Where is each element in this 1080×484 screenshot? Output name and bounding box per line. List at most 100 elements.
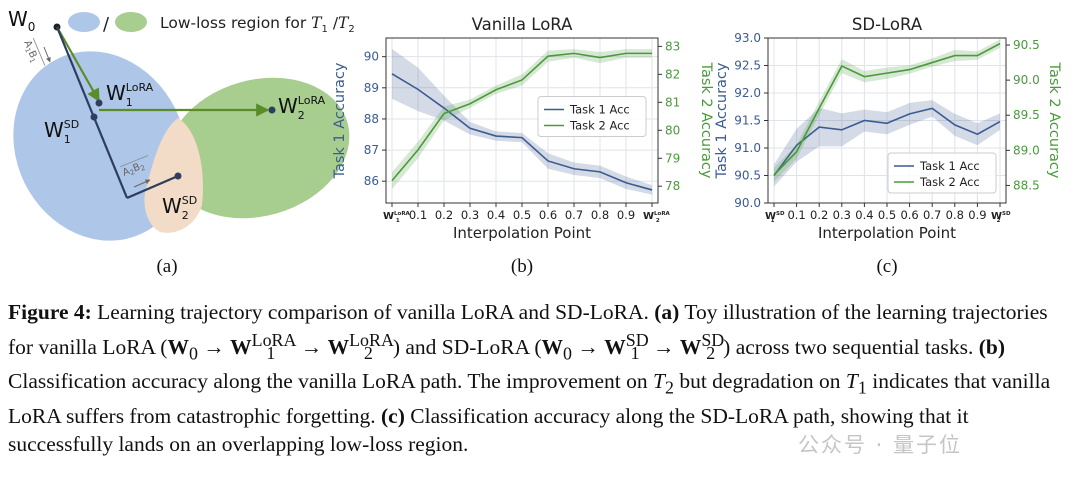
series-line-2: [773, 42, 1001, 176]
y-left-tick-label: 90: [364, 50, 379, 64]
w1-lora-label: W1LoRA: [106, 81, 154, 109]
series-line-1: [773, 107, 1001, 176]
direction-a1b1: A1B1: [21, 37, 46, 66]
panel-label: (b): [511, 256, 533, 277]
y-left-tick-label: 87: [364, 143, 379, 157]
y-right-axis-label: Task 2 Accuracy: [698, 62, 714, 179]
y-left-tick-label: 92.0: [734, 86, 761, 100]
x-tick-label: 0.5: [878, 208, 896, 222]
y-left-axis-label: Task 1 Accuracy: [714, 62, 730, 179]
x-axis-label: Interpolation Point: [818, 224, 956, 242]
x-tick-label: 0.4: [487, 208, 505, 222]
chart-title: Vanilla LoRA: [472, 15, 573, 34]
y-right-tick-label: 90.0: [1013, 73, 1040, 87]
series-band-2: [392, 49, 652, 190]
task2-low-loss-region: [166, 77, 350, 219]
y-right-tick-label: 80: [665, 123, 680, 137]
chart-vanilla-lora: 86 87 88 89 90 78 79 80 81 82 83 WLoRA 1 0.1 0.2 0.3 0.4…: [332, 15, 714, 277]
caption-sentence-8: Classification accuracy along the SD-LoR…: [8, 403, 969, 456]
legend-text: Low-loss region for T1 /T2: [160, 14, 355, 35]
panel-a-diagram: / Low-loss region for T1 /T2 W0 W1LoRA W…: [8, 7, 355, 277]
caption-t2: T: [653, 369, 665, 394]
y-right-tick-label: 79: [665, 151, 680, 165]
y-right-tick-label: 83: [665, 39, 680, 53]
x-tick-label: 0.8: [946, 208, 964, 222]
caption-w1-lora-sup: LoRA: [251, 330, 297, 350]
series-band-1: [392, 48, 652, 195]
legend-blue-swatch: [68, 12, 100, 32]
y-left-tick-label: 86: [364, 174, 379, 188]
w2-lora-point: [268, 106, 276, 114]
series-line-2: [391, 52, 652, 182]
caption-sentence-6: but degradation on: [673, 369, 846, 394]
caption-sentence-5: Classification accuracy along the vanill…: [8, 369, 654, 394]
chart-sd-lora: 90.0 90.5 91.0 91.5 92.0 92.5 93.0 88.5 89.0 89.5…: [714, 15, 1062, 277]
legend-box: [537, 96, 647, 137]
y-left-tick-label: 91.5: [734, 114, 761, 128]
a1b1-overline: [32, 37, 46, 66]
caption-w0: W: [167, 335, 189, 360]
x-tick-label: 0.3: [833, 208, 851, 222]
caption-sentence-7: indicates that vanilla LoRA suffers from…: [8, 369, 1051, 428]
y-left-axis-label: Task 1 Accuracy: [332, 62, 348, 179]
x-tick-label: 0.4: [855, 208, 873, 222]
x-tick-label: 0.1: [409, 208, 427, 222]
legend-label-1: Task 1 Acc: [569, 103, 630, 117]
series-band-1: [774, 100, 1000, 187]
x-tick-label: WSD 2: [991, 211, 1011, 224]
y-left-tick-label: 88: [364, 112, 379, 126]
x-tick-label: 0.3: [461, 208, 479, 222]
panel-label: (c): [876, 256, 897, 277]
caption-sentence-2: Toy illustration of the learning traject…: [8, 300, 1048, 360]
caption-a-label: (a): [654, 300, 680, 324]
caption-c-label: (c): [381, 403, 405, 428]
caption-figure-label: Figure 4:: [8, 300, 92, 324]
y-right-tick-label: 88.5: [1013, 178, 1040, 192]
caption-w1-sd-sub: 1: [630, 343, 640, 364]
x-tick-label: 0.6: [900, 208, 918, 222]
caption-b-label: (b): [978, 335, 1006, 360]
a2b2-arrow-icon: [133, 179, 151, 188]
legend-separator: /: [103, 14, 110, 35]
caption-arrow: →: [571, 335, 605, 360]
caption-w2-sd-sup: SD: [701, 330, 725, 350]
y-left-tick-label: 90.5: [734, 169, 761, 183]
figure-4: / Low-loss region for T1 /T2 W0 W1LoRA W…: [8, 7, 1062, 277]
caption-t1: T: [845, 369, 858, 394]
chart-title: SD-LoRA: [852, 15, 923, 34]
y-right-tick-label: 81: [665, 95, 680, 109]
y-left-tick-label: 93.0: [734, 31, 761, 45]
direction-a2b2: A2B2: [120, 155, 149, 180]
x-tick-label: 0.2: [810, 208, 828, 222]
legend-label-2: Task 2 Acc: [569, 119, 630, 133]
y-right-tick-label: 78: [665, 179, 680, 193]
caption-w1-lora: W: [230, 335, 252, 360]
watermark: 公众号 · 量子位: [798, 433, 963, 457]
w2-sd-point: [174, 172, 182, 180]
w2-sd-label: W2SD: [162, 194, 197, 222]
w1-sd-label: W1SD: [44, 118, 79, 146]
x-tick-label: WLoRA 2: [643, 211, 671, 224]
y-left-tick-label: 90.0: [734, 196, 761, 210]
caption-sentence-1: Learning trajectory comparison of vanill…: [91, 300, 655, 324]
x-tick-label: 0.7: [923, 208, 941, 222]
w2-lora-label: W2LoRA: [278, 94, 326, 122]
x-tick-label: 0.9: [968, 208, 986, 222]
panel-a-label: (a): [156, 256, 177, 277]
x-tick-label: 0.2: [435, 208, 453, 222]
a2b2-label: A2B2: [121, 160, 147, 180]
y-right-tick-label: 90.5: [1013, 38, 1040, 52]
caption-t1-sub: 1: [857, 377, 867, 398]
x-tick-label: WSD 1: [765, 211, 785, 224]
caption-w2-sd-sub: 2: [706, 343, 716, 364]
caption-w1-sd: W: [604, 335, 626, 360]
series-line-1: [391, 73, 653, 191]
caption-sentence-4: ) across two sequential tasks.: [723, 335, 979, 360]
x-axis-label: Interpolation Point: [453, 224, 591, 242]
w0-label: W0: [8, 7, 35, 34]
y-right-axis-label: Task 2 Accuracy: [1046, 62, 1062, 179]
a2b2-overline: [120, 155, 149, 168]
caption-arrow: →: [197, 335, 231, 360]
caption-w2-lora-sup: LoRA: [349, 330, 394, 350]
caption-w2-lora-sub: 2: [363, 343, 373, 364]
